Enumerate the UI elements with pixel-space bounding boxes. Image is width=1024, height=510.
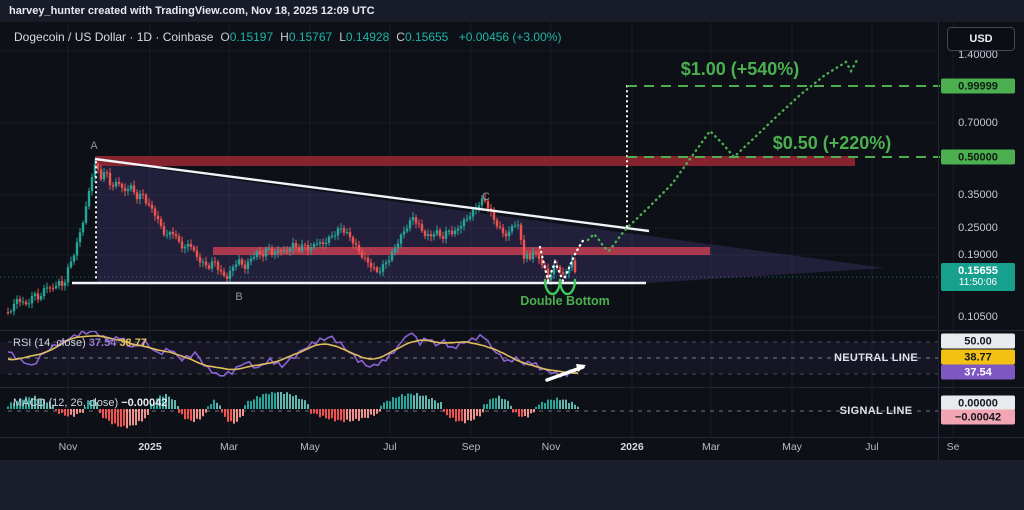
price-tick-label: 0.35000 [958,189,998,201]
price-tick-label: 0.25000 [958,222,998,234]
projection-path-green [586,58,859,253]
pivot-marker-b: B [235,291,243,303]
ohlc-values: O0.15197 H0.15767 L0.14928 C0.15655 [213,30,448,44]
symbol-title: Dogecoin / US Dollar · 1D · Coinbase [14,30,214,44]
time-axis-label[interactable]: Sep [461,441,481,453]
macd-title: MACD (12, 26, close) [13,397,119,409]
price-axis[interactable] [938,22,939,460]
resistance-zone-050 [95,156,855,166]
rsi-legend[interactable]: RSI (14, close) 37.54 38.77 [13,337,147,349]
signal-line-label[interactable]: SIGNAL LINE [839,405,913,417]
price-tick-label: 0.19000 [958,249,998,261]
time-axis-label[interactable]: 2026 [620,441,644,453]
neutral-line-label[interactable]: NEUTRAL LINE [833,352,919,364]
attribution-bar: harvey_hunter created with TradingView.c… [0,0,1024,22]
candlestick-series [6,159,577,316]
indicator-value-badge: 38.77 [941,349,1015,365]
pane-separator [0,330,1024,331]
price-target-1-label[interactable]: $1.00 (+540%) [680,59,800,79]
ohlc-value: 0.15197 [229,30,274,44]
time-axis-label[interactable]: Nov [58,441,78,453]
ohlc-value: 0.15655 [404,30,449,44]
rsi-trend-arrowhead [576,364,586,372]
rsi-ma-value: 38.77 [119,337,147,349]
ohlc-key: H [280,30,289,44]
double-bottom-arc [558,278,577,296]
pivot-marker-c: C [482,191,490,203]
time-axis-label[interactable]: Nov [541,441,561,453]
indicator-value-badge: −0.00042 [941,409,1015,425]
rsi-title: RSI (14, close) [13,337,86,349]
time-axis-label[interactable]: Jul [383,441,397,453]
macd-value: −0.00042 [121,397,168,409]
resistance-zone-019 [213,247,710,255]
price-target-2-label[interactable]: $0.50 (+220%) [772,133,892,153]
chart-canvas[interactable] [0,0,1024,460]
price-target-badge: 0.50000 [941,149,1015,165]
rsi-ma-line [7,335,579,374]
ohlc-value: 0.14928 [345,30,390,44]
macd-histogram [7,392,579,429]
time-axis-label[interactable]: Jul [865,441,879,453]
ohlc-key: L [339,30,346,44]
footer-bar: TradingView [0,460,1024,510]
change-value: +0.00456 (+3.00%) [458,30,562,44]
pane-separator [0,387,1024,388]
time-axis-label[interactable]: May [782,441,802,453]
currency-toggle-button[interactable]: USD [947,27,1015,51]
time-axis-label[interactable]: May [300,441,320,453]
symbol-legend[interactable]: Dogecoin / US Dollar · 1D · Coinbase O0.1… [14,30,561,44]
grid-lines [0,22,954,437]
ohlc-key: O [220,30,230,44]
bar-countdown: 11:50:06 [958,277,998,288]
price-tick-label: 0.70000 [958,117,998,129]
last-price-badge: 0.15655 11:50:06 [941,263,1015,291]
time-axis-label[interactable]: Se [946,441,960,453]
last-price-value: 0.15655 [958,265,998,277]
indicator-value-badge: 50.00 [941,333,1015,349]
time-axis-label[interactable]: Mar [701,441,721,453]
descending-trendline[interactable] [94,157,650,233]
attribution-text: harvey_hunter created with TradingView.c… [9,5,375,17]
price-tick-label: 1.40000 [958,49,998,61]
pivot-marker-a: A [90,140,98,152]
ohlc-value: 0.15767 [288,30,333,44]
rsi-trend-arrow[interactable] [545,365,585,382]
pane-separator [0,437,1024,438]
double-bottom-label[interactable]: Double Bottom [520,294,610,308]
price-target-badge: 0.99999 [941,78,1015,94]
time-axis-label[interactable]: Mar [219,441,239,453]
rsi-value: 37.54 [88,337,117,349]
price-tick-label: 0.10500 [958,311,998,323]
ohlc-key: C [396,30,405,44]
indicator-value-badge: 0.00000 [941,395,1015,411]
time-axis-label[interactable]: 2025 [138,441,162,453]
macd-legend[interactable]: MACD (12, 26, close) −0.00042 [13,397,167,409]
indicator-value-badge: 37.54 [941,364,1015,380]
